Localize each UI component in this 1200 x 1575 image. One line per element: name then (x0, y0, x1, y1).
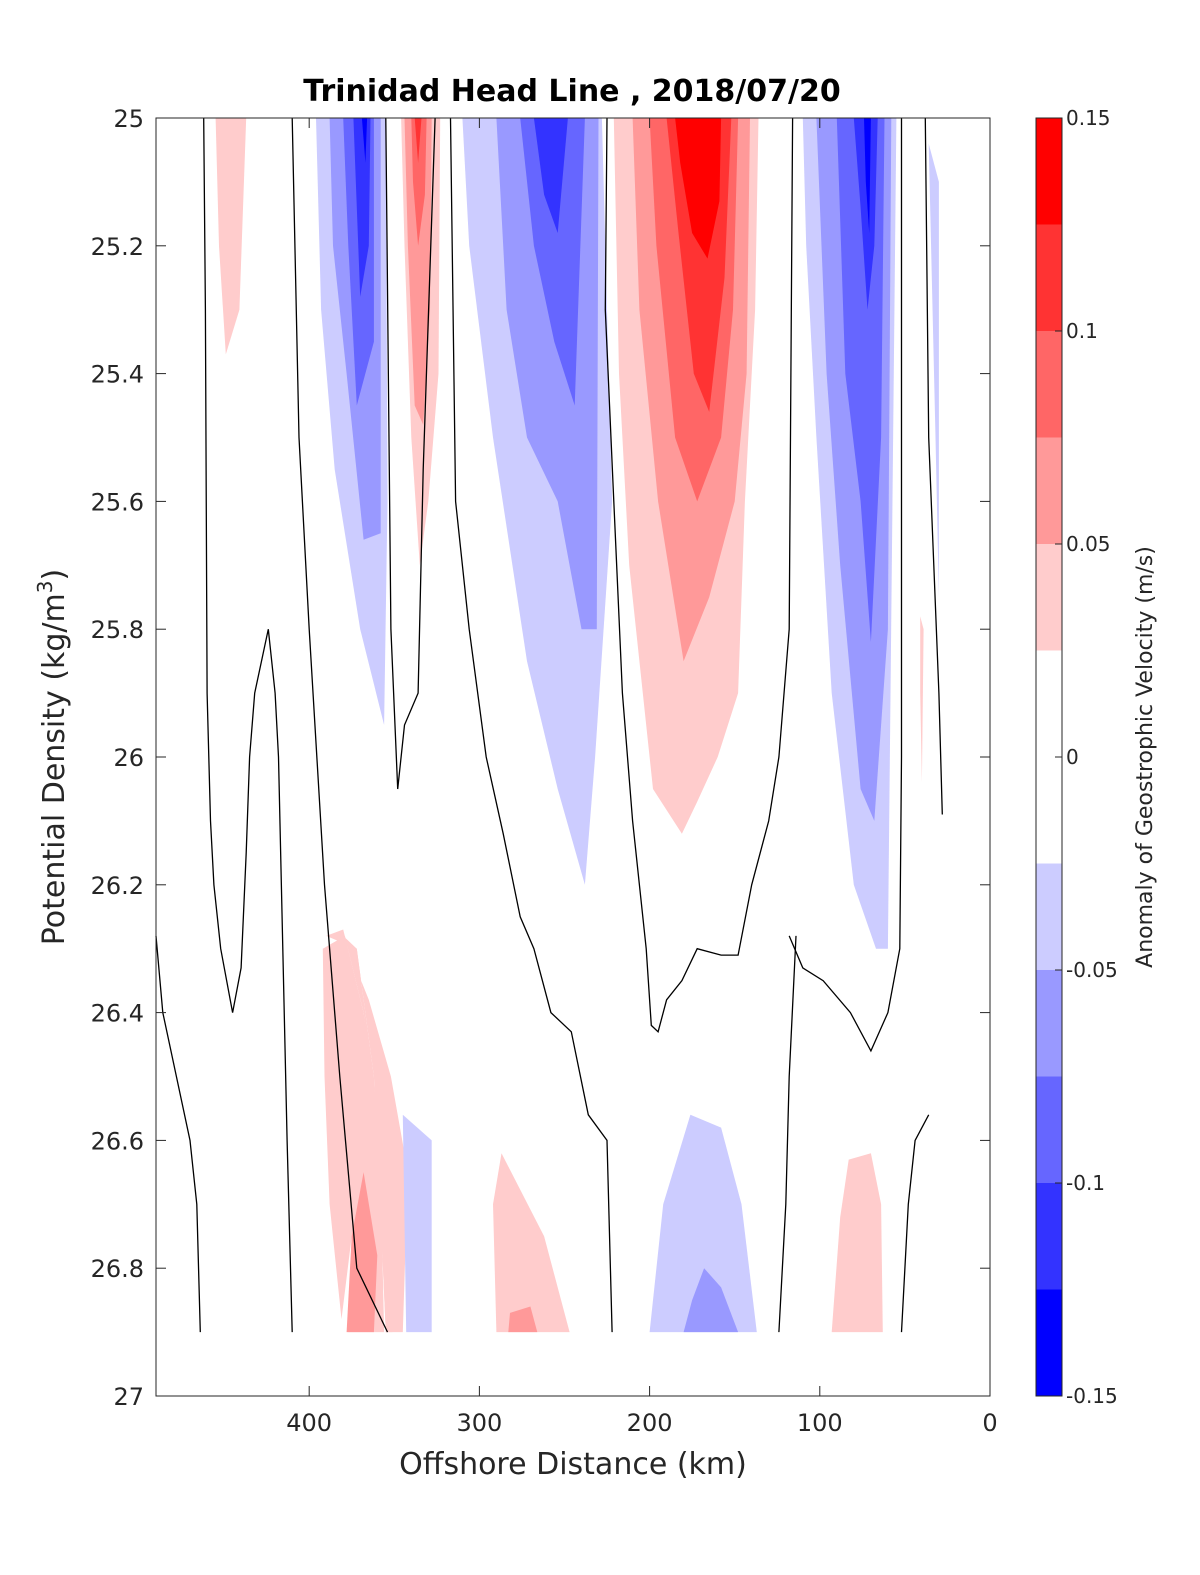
colorbar-tick-label: 0.15 (1066, 106, 1111, 130)
colorbar-swatch (1036, 1289, 1062, 1396)
contour-fill-N4-22 (853, 118, 878, 310)
y-tick-label: 25.6 (91, 488, 144, 516)
colorbar-tick-label: 0.1 (1066, 319, 1098, 343)
contour-fill-L1-25 (920, 616, 924, 783)
y-tick-label: 25 (113, 105, 144, 133)
contour-fill-L1-27 (343, 935, 408, 1333)
colorbar-swatch (1036, 970, 1062, 1077)
colorbar-tick-label: 0 (1066, 745, 1079, 769)
y-tick-label: 25.8 (91, 616, 144, 644)
contour-fill-L5-18 (675, 118, 722, 259)
contour-fill-N1-33 (649, 1114, 757, 1333)
colorbar: 0.15 0.1 0.05 0 -0.05 -0.1 -0.15 (1035, 106, 1118, 1408)
y-tick-label: 26.8 (91, 1255, 144, 1283)
colorbar-swatches (1036, 118, 1062, 1396)
y-tick-label: 25.2 (91, 233, 144, 261)
x-tick-label: 100 (797, 1409, 843, 1437)
y-axis-ticks: 25 25.2 25.4 25.6 25.8 26 26.2 26.4 26.6 26.8 27 (91, 105, 990, 1411)
contour-fill-N5-5 (361, 118, 368, 163)
contour-fill-N4-13 (533, 118, 568, 233)
colorbar-swatch (1036, 544, 1062, 651)
colorbar-swatch (1036, 437, 1062, 544)
y-tick-label: 26.2 (91, 872, 144, 900)
contour-fill-L2-29 (346, 1172, 378, 1333)
zero-contour-line-0 (203, 117, 293, 1333)
zero-contour-line-7 (155, 935, 201, 1333)
chart-title: Trinidad Head Line , 2018/07/20 (303, 74, 840, 109)
zero-contour-line-8 (778, 935, 797, 1333)
zero-contour-line-1 (291, 117, 389, 1333)
colorbar-swatch (1036, 331, 1062, 438)
y-tick-label: 25.4 (91, 361, 144, 389)
y-tick-label: 26.6 (91, 1127, 144, 1155)
contour-fill-L3-8 (411, 118, 427, 246)
contour-fill-N3-12 (520, 118, 585, 406)
colorbar-swatch (1036, 224, 1062, 331)
colorbar-ticks: 0.15 0.1 0.05 0 -0.05 -0.1 -0.15 (1055, 106, 1118, 1408)
x-tick-label: 0 (982, 1409, 997, 1437)
zero-contour-line-3 (449, 117, 613, 1333)
y-axis-title: Potential Density (kg/m3) (33, 569, 72, 945)
x-tick-label: 200 (627, 1409, 673, 1437)
colorbar-swatch (1036, 1183, 1062, 1290)
colorbar-tick-label: 0.05 (1066, 532, 1111, 556)
colorbar-swatch (1036, 863, 1062, 970)
zero-contour-line-9 (900, 1114, 930, 1333)
colorbar-tick-label: -0.15 (1066, 1384, 1118, 1408)
y-tick-label: 26 (113, 744, 144, 772)
contour-fill-N5-23 (864, 118, 871, 233)
contour-fill-L1-31 (493, 1153, 570, 1333)
contour-fill-N2-34 (683, 1268, 739, 1333)
filled-contours (215, 118, 939, 1333)
y-tick-label: 27 (113, 1383, 144, 1411)
zero-contour-line-4 (604, 117, 794, 1034)
x-tick-label: 400 (286, 1409, 332, 1437)
contour-fill-L1-35 (831, 1153, 883, 1333)
x-axis-ticks: 400 300 200 100 0 (286, 118, 998, 1437)
contour-fill-N1-24 (928, 143, 939, 598)
colorbar-title: Anomaly of Geostrophic Velocity (m/s) (1133, 546, 1158, 968)
colorbar-swatch (1036, 1076, 1062, 1183)
contour-fill-N4-4 (353, 118, 371, 297)
contour-fill-L2-32 (508, 1306, 538, 1333)
plot-area: 400 300 200 100 0 25 25.2 25.4 25.6 25.8 26 26.2 26… (91, 105, 998, 1437)
zero-contour-line-6 (924, 117, 943, 815)
contour-fill-N1-30 (402, 1114, 432, 1333)
colorbar-tick-label: -0.1 (1066, 1171, 1105, 1195)
contour-fill-L4-9 (414, 118, 422, 163)
x-axis-title: Offshore Distance (km) (399, 1447, 747, 1482)
zero-contour-line-5 (788, 118, 903, 1053)
zero-contour-line-2 (385, 117, 436, 790)
y-tick-label: 26.4 (91, 1000, 144, 1028)
zero-contour-lines (155, 117, 943, 1333)
colorbar-tick-label: -0.05 (1066, 958, 1118, 982)
colorbar-swatch (1036, 118, 1062, 225)
x-tick-label: 300 (456, 1409, 502, 1437)
contour-fill-L1-0 (215, 118, 247, 355)
